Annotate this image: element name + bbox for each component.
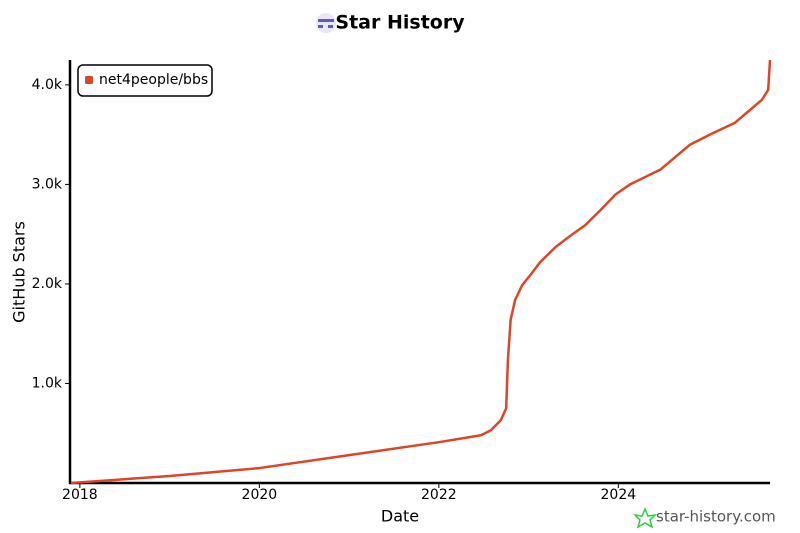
y-tick-label: 3.0k (32, 176, 63, 192)
legend-label: net4people/bbs (99, 72, 208, 88)
x-tick-label: 2018 (62, 487, 98, 503)
y-tick-label: 1.0k (32, 375, 63, 391)
x-tick-label: 2020 (242, 487, 278, 503)
logo (316, 13, 336, 33)
y-tick-label: 2.0k (32, 276, 63, 292)
line (70, 59, 772, 485)
x-axis-label: Date (381, 507, 419, 526)
x-tick-label: 2022 (421, 487, 457, 503)
chart-title: Star History (335, 12, 465, 34)
watermark-icon (632, 507, 658, 529)
watermark: star-history.com (656, 508, 776, 526)
legend-swatch (85, 76, 93, 84)
x-tick-label: 2024 (601, 487, 637, 503)
legend (77, 64, 213, 97)
y-tick-label: 4.0k (32, 77, 63, 93)
y-axis-label: GitHub Stars (10, 221, 29, 323)
